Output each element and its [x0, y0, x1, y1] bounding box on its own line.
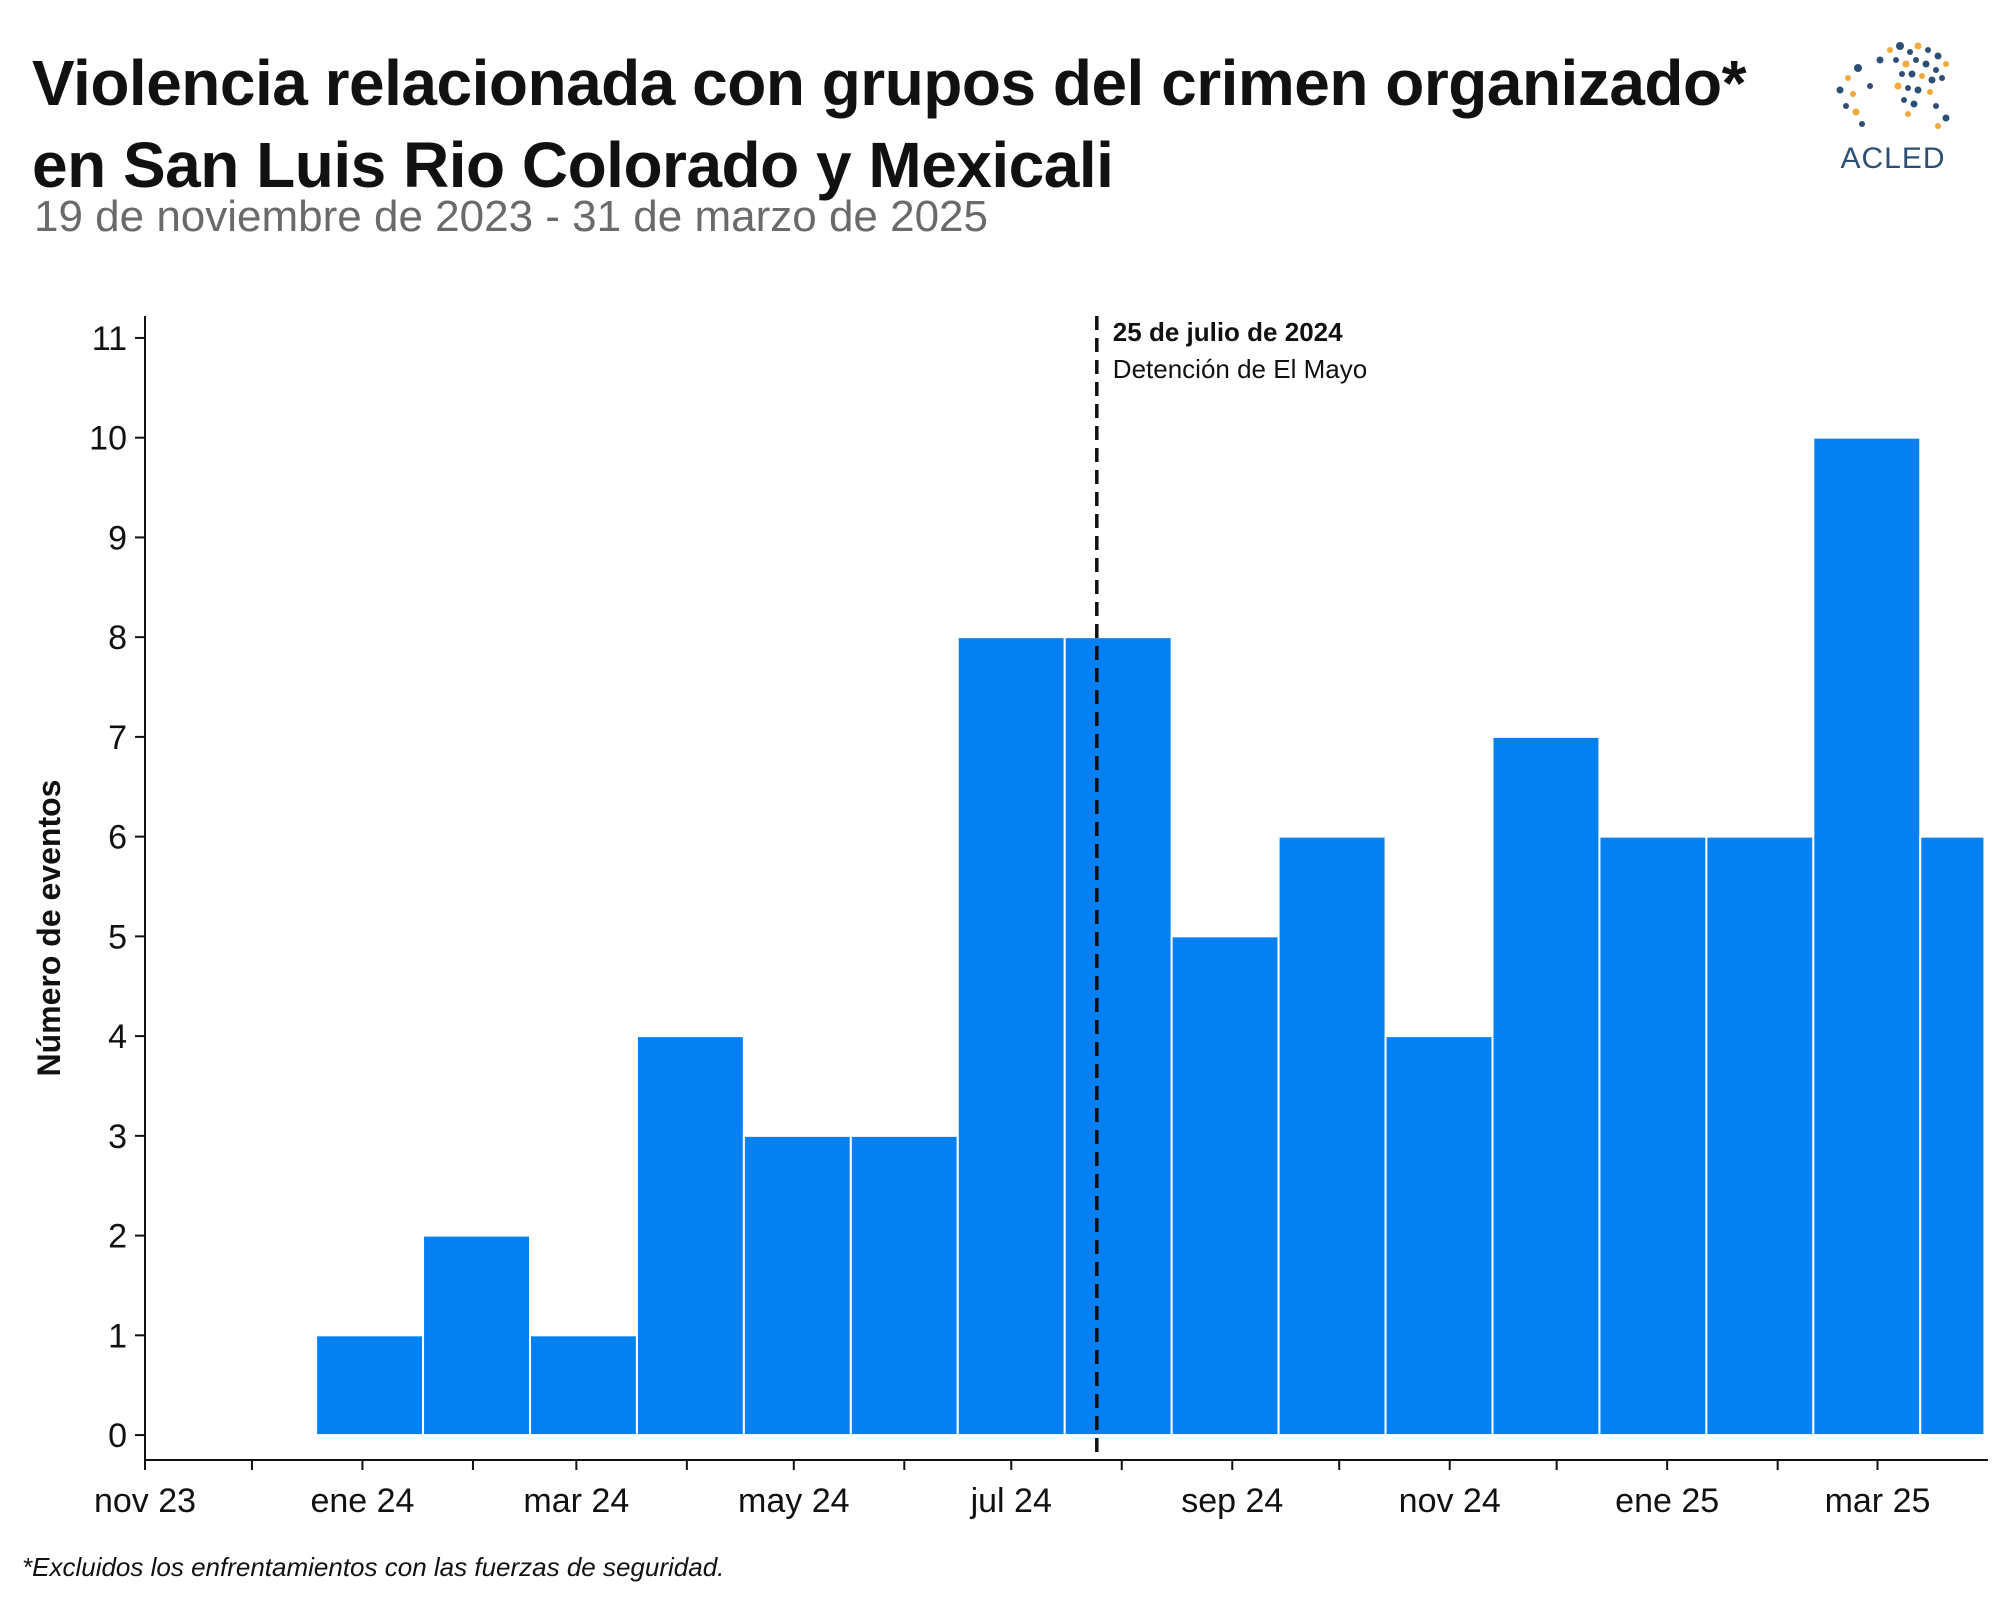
bar: [1598, 835, 1708, 1437]
axes-group: [144, 316, 1988, 1461]
annotation-event-label: Detención de El Mayo: [1113, 354, 1367, 384]
y-tick-label: 11: [92, 320, 127, 358]
y-tick-label: 0: [108, 1417, 127, 1455]
acled-world-dots-icon: [1836, 42, 1950, 129]
annotation-group: 25 de julio de 2024 Detención de El Mayo: [1095, 316, 1367, 1460]
y-tick-label: 9: [108, 519, 127, 557]
y-ticks-group: 0 1 2 3 4 5 6 7 8 9 10 11: [89, 320, 145, 1455]
acled-logo-text: ACLED: [1840, 142, 1945, 175]
x-ticks-group: nov 23 ene 24 mar 24 may 24 jul 24 sep 24 nov …: [94, 1460, 1930, 1520]
y-tick-label: 10: [89, 420, 127, 458]
acled-logo: ACLED: [1836, 42, 1950, 175]
bar: [1812, 436, 1922, 1437]
y-tick-label: 2: [108, 1218, 127, 1256]
annotation-date-label: 25 de julio de 2024: [1113, 317, 1343, 347]
bar: [1277, 835, 1387, 1437]
y-tick-label: 6: [108, 819, 127, 857]
y-tick-label: 4: [108, 1018, 127, 1056]
y-tick-label: 3: [108, 1118, 127, 1156]
x-tick-label: nov 23: [94, 1482, 196, 1520]
x-tick-label: ene 25: [1615, 1482, 1719, 1520]
x-tick-label: sep 24: [1181, 1482, 1283, 1520]
bar: [528, 1334, 638, 1437]
y-tick-label: 1: [108, 1317, 127, 1355]
bar: [422, 1234, 531, 1437]
bar: [1384, 1035, 1494, 1437]
chart-title-line-1: Violencia relacionada con grupos del cri…: [32, 47, 1747, 119]
x-tick-label: mar 25: [1825, 1482, 1931, 1520]
y-tick-label: 8: [108, 619, 127, 657]
chart-title-line-2: en San Luis Rio Colorado y Mexicali: [32, 129, 1114, 201]
bar: [635, 1035, 745, 1437]
bar: [742, 1134, 852, 1437]
bar: [1170, 935, 1280, 1437]
y-axis-title: Número de eventos: [31, 780, 67, 1077]
bar: [849, 1134, 959, 1437]
chart-subtitle: 19 de noviembre de 2023 - 31 de marzo de…: [34, 192, 988, 241]
x-tick-label: jul 24: [970, 1482, 1052, 1520]
bar: [1705, 835, 1815, 1437]
bar: [1919, 835, 1986, 1437]
x-tick-label: may 24: [738, 1482, 850, 1520]
x-tick-label: mar 24: [523, 1482, 629, 1520]
x-tick-label: nov 24: [1399, 1482, 1501, 1520]
x-tick-label: ene 24: [310, 1482, 414, 1520]
bar: [1491, 735, 1601, 1437]
bars-group: [315, 436, 1986, 1437]
footnote: *Excluidos los enfrentamientos con las f…: [22, 1552, 725, 1582]
bar: [956, 636, 1066, 1437]
bar: [1063, 636, 1173, 1437]
y-tick-label: 7: [108, 719, 127, 757]
bar: [315, 1334, 425, 1437]
y-tick-label: 5: [108, 918, 127, 956]
chart-title: Violencia relacionada con grupos del cri…: [32, 42, 1772, 206]
